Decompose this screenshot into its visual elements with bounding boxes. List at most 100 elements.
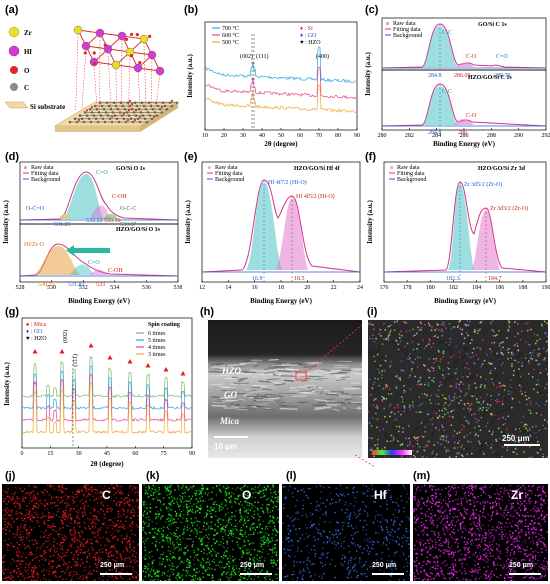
g-mica-marker-6 xyxy=(163,367,169,372)
d-tick-5: 538 xyxy=(174,285,183,291)
c-bottom-peak-cc: C-C xyxy=(442,89,452,95)
substrate-label: Si substrate xyxy=(30,103,65,111)
g-legend-5: 5 times xyxy=(148,338,166,344)
b-peak-111: (111) xyxy=(256,53,269,60)
f-xlabel: Binding Energy (eV) xyxy=(434,297,497,305)
f-legend-fit: Fitting data xyxy=(397,171,425,177)
map-hf-scale-bar xyxy=(372,573,404,575)
map-o: O 250 μm xyxy=(142,484,279,581)
map-c-scale-bar xyxy=(100,573,132,575)
c-tick-3: 286 xyxy=(460,133,469,139)
b-legend-600: 600 °C xyxy=(222,32,239,39)
e-tick-1: 14 xyxy=(225,285,231,291)
b-tick-4: 50 xyxy=(278,133,284,139)
label-k: (k) xyxy=(146,470,160,482)
d-bottom-peak-co: C=O xyxy=(88,260,100,266)
g-tick-3: 45 xyxy=(104,451,110,457)
d-top-title: GO/Si O 1s xyxy=(116,166,146,172)
b-tick-8: 90 xyxy=(354,133,360,139)
e-legend-bg: Background xyxy=(215,177,244,183)
panel-d-xps-o1s: Intensity (a.u.) Binding Energy (eV) 528… xyxy=(0,160,182,306)
panel-e-xps-hf4f: Intensity (a.u.) Binding Energy (eV) 12 1… xyxy=(182,160,364,306)
label-j: (j) xyxy=(5,470,16,482)
panel-g-xrd-spin: Intensity (a.u.) 2θ (degree) 0 15 30 45 60 75… xyxy=(0,316,196,468)
f-legend-raw: Raw data xyxy=(397,165,420,171)
map-hf-scale: 250 μm xyxy=(372,562,397,569)
g-series-2 xyxy=(22,373,192,422)
h-scale-label: 10 μm xyxy=(214,442,238,451)
c-tick-5: 290 xyxy=(514,133,523,139)
label-c: (c) xyxy=(365,4,379,16)
label-m: (m) xyxy=(413,470,431,482)
g-peak-002: (002) xyxy=(62,330,69,343)
map-c-element: C xyxy=(102,488,111,502)
f-tick-4: 184 xyxy=(472,285,481,291)
g-legend-title: Spin coating xyxy=(148,322,180,328)
c-top-val-2: 286.05 xyxy=(454,73,471,79)
panel-f-xps-zr3d: Intensity (a.u.) Binding Energy (eV) 176… xyxy=(364,160,550,306)
b-marker-hzo: ♥ : HZO xyxy=(300,40,321,46)
g-mica-marker-4 xyxy=(127,359,133,364)
c-bottom-val-2: 286 xyxy=(458,130,467,136)
i-scale-label: 250 μm xyxy=(502,434,530,443)
c-top-peak-co: C-O xyxy=(466,54,477,60)
h-layer-hzo: HZO xyxy=(222,366,241,376)
panel-c-xps-c1s: Intensity (a.u.) Binding Energy (eV) 280… xyxy=(362,14,550,148)
legend-c: C xyxy=(24,84,29,92)
d-top-peak-co: C=O xyxy=(96,170,108,176)
c-ylabel: Intensity (a.u.) xyxy=(364,51,372,95)
label-l: (l) xyxy=(286,470,297,482)
label-e: (e) xyxy=(184,151,198,163)
f-val-2: 184.7 xyxy=(488,276,502,282)
map-zr-scale-bar xyxy=(509,573,541,575)
b-tick-5: 60 xyxy=(297,133,303,139)
d-tick-4: 536 xyxy=(142,285,151,291)
g-series-0 xyxy=(22,355,192,398)
b-marker-si: ♦ : Si xyxy=(300,26,313,32)
f-tick-0: 176 xyxy=(380,285,389,291)
map-c: C 250 μm xyxy=(2,484,139,581)
f-tick-5: 186 xyxy=(495,285,504,291)
b-tick-1: 20 xyxy=(221,133,227,139)
legend-hf: Hf xyxy=(24,48,32,56)
d-top-val-4: 533.87 xyxy=(120,222,137,228)
e-peak-hf52: Hf 4f5/2 (Hf-O) xyxy=(296,193,335,200)
d-bottom-val-1: 530.15 xyxy=(38,282,55,288)
d-bottom-title: HZO/GO/Si O 1s xyxy=(116,227,161,233)
d-tick-0: 528 xyxy=(16,285,25,291)
g-legend-4: 4 times xyxy=(148,345,166,351)
d-bottom-peak-coh: C-OH xyxy=(108,268,123,274)
c-top-peak-cc: C-C xyxy=(442,30,452,36)
b-tick-7: 80 xyxy=(335,133,341,139)
e-peak-hf72: Hf 4f7/2 (Hf-O) xyxy=(268,179,307,186)
b-legend-500: 500 °C xyxy=(222,39,239,46)
e-tick-3: 18 xyxy=(278,285,284,291)
label-g: (g) xyxy=(5,306,20,318)
f-peak-zr52: Zr 3d5/2 (Zr-O) xyxy=(464,181,502,188)
d-legend-bg: Background xyxy=(31,177,60,183)
c-top-val-1: 284.8 xyxy=(428,73,442,79)
b-xlabel: 2θ (degree) xyxy=(264,140,298,148)
map-c-scale: 250 μm xyxy=(100,562,125,569)
g-legend-3: 3 times xyxy=(148,352,166,358)
b-tick-6: 70 xyxy=(316,133,322,139)
e-tick-4: 20 xyxy=(304,285,310,291)
f-tick-7: 190 xyxy=(542,285,550,291)
g-legend-6: 6 times xyxy=(148,331,166,337)
f-peak-zr32: Zr 3d3/2 (Zr-O) xyxy=(490,205,528,212)
f-tick-1: 178 xyxy=(403,285,412,291)
b-series-1 xyxy=(205,66,357,100)
g-marker-go: ♦ : GO xyxy=(26,329,43,335)
e-tick-5: 22 xyxy=(331,285,337,291)
panel-b-xrd: Intensity (a.u.) 2θ (degree) 10 20 30 40 50 6… xyxy=(182,14,362,148)
f-tick-2: 180 xyxy=(426,285,435,291)
d-ylabel: Intensity (a.u.) xyxy=(2,199,10,243)
c-tick-4: 288 xyxy=(487,133,496,139)
d-xlabel: Binding Energy (eV) xyxy=(68,297,131,305)
legend-o: O xyxy=(24,67,30,75)
e-title: HZO/GO/Si Hf 4f xyxy=(294,166,341,172)
g-tick-6: 90 xyxy=(189,451,195,457)
e-tick-6: 24 xyxy=(357,285,363,291)
d-top-peak-coh: C-OH xyxy=(112,194,127,200)
map-zr: Zr 250 μm xyxy=(413,484,548,581)
